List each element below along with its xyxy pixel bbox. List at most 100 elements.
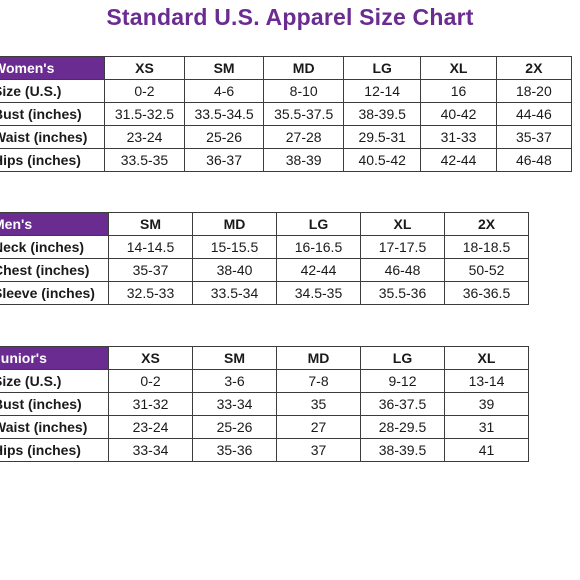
table-cell: 35-37 (108, 258, 193, 282)
table-cell: 8-10 (263, 79, 344, 103)
size-header: SM (183, 56, 265, 80)
table-cell: 17-17.5 (360, 235, 445, 259)
juniors-size-table: Junior'sXSSMMDLGXLSize (U.S.)0-23-67-89-… (0, 346, 529, 462)
category-label: Men's (0, 212, 109, 236)
table-cell: 25-26 (183, 125, 265, 149)
table-cell: 9-12 (360, 369, 445, 393)
table-cell: 18-20 (495, 79, 573, 103)
table-cell: 29.5-31 (342, 125, 422, 149)
table-cell: 41 (444, 438, 529, 462)
row-label: Neck (inches) (0, 235, 109, 259)
size-header: MD (263, 56, 344, 80)
category-label: Women's (0, 56, 106, 80)
table-cell: 33.5-35 (104, 148, 185, 172)
table-row: Waist (inches) 23-24 25-26 27 28-29.5 31 (0, 415, 529, 439)
table-cell: 28-29.5 (360, 415, 445, 439)
table-row: Bust (inches) 31-32 33-34 35 36-37.5 39 (0, 392, 529, 416)
table-cell: 0-2 (104, 79, 185, 103)
table-row: Chest (inches) 35-37 38-40 42-44 46-48 50-52 (0, 258, 529, 282)
row-label: Bust (inches) (0, 392, 109, 416)
table-cell: 4-6 (183, 79, 265, 103)
size-header: XL (444, 346, 529, 370)
table-cell: 50-52 (444, 258, 529, 282)
row-label: Waist (inches) (0, 415, 109, 439)
row-label: Sleeve (inches) (0, 281, 109, 305)
size-header: LG (276, 212, 361, 236)
table-cell: 38-39 (263, 148, 344, 172)
table-cell: 23-24 (104, 125, 185, 149)
table-cell: 16 (420, 79, 497, 103)
row-label: Size (U.S.) (0, 369, 109, 393)
table-cell: 14-14.5 (108, 235, 193, 259)
table-row: Waist (inches) 23-24 25-26 27-28 29.5-31 31-3… (0, 125, 573, 149)
page-title: Standard U.S. Apparel Size Chart (106, 4, 474, 30)
table-cell: 37 (276, 438, 361, 462)
size-header: XS (104, 56, 185, 80)
table-cell: 34.5-35 (276, 281, 361, 305)
womens-size-table: Women'sXSSMMDLGXL2XSize (U.S.)0-24-68-10… (0, 56, 573, 172)
table-row: Neck (inches) 14-14.5 15-15.5 16-16.5 17-17.… (0, 235, 529, 259)
table-cell: 46-48 (495, 148, 573, 172)
row-label: Bust (inches) (0, 102, 106, 126)
table-cell: 44-46 (495, 102, 573, 126)
table-cell: 31 (444, 415, 529, 439)
table-cell: 42-44 (420, 148, 497, 172)
table-cell: 16-16.5 (276, 235, 361, 259)
row-label: Hips (inches) (0, 148, 106, 172)
table-cell: 31.5-32.5 (104, 102, 185, 126)
table-cell: 31-33 (420, 125, 497, 149)
table-cell: 0-2 (108, 369, 193, 393)
row-label: Size (U.S.) (0, 79, 106, 103)
table-cell: 35-37 (495, 125, 573, 149)
table-cell: 39 (444, 392, 529, 416)
table-row: Hips (inches) 33.5-35 36-37 38-39 40.5-42 42-… (0, 148, 573, 172)
table-cell: 23-24 (108, 415, 193, 439)
size-header: LG (360, 346, 445, 370)
table-cell: 38-40 (192, 258, 277, 282)
row-label: Hips (inches) (0, 438, 109, 462)
table-cell: 36-37 (183, 148, 265, 172)
size-header: MD (276, 346, 361, 370)
table-cell: 32.5-33 (108, 281, 193, 305)
table-cell: 40.5-42 (342, 148, 422, 172)
size-header: SM (108, 212, 193, 236)
table-cell: 33-34 (192, 392, 277, 416)
table-cell: 33.5-34.5 (183, 102, 265, 126)
table-cell: 36-36.5 (444, 281, 529, 305)
table-cell: 46-48 (360, 258, 445, 282)
size-header: LG (342, 56, 422, 80)
table-cell: 38-39.5 (342, 102, 422, 126)
size-header: MD (192, 212, 277, 236)
size-header: 2X (444, 212, 529, 236)
row-label: Chest (inches) (0, 258, 109, 282)
table-cell: 38-39.5 (360, 438, 445, 462)
table-cell: 40-42 (420, 102, 497, 126)
table-cell: 27-28 (263, 125, 344, 149)
table-cell: 25-26 (192, 415, 277, 439)
table-cell: 35 (276, 392, 361, 416)
table-cell: 36-37.5 (360, 392, 445, 416)
table-cell: 12-14 (342, 79, 422, 103)
table-cell: 33-34 (108, 438, 193, 462)
table-cell: 31-32 (108, 392, 193, 416)
table-cell: 3-6 (192, 369, 277, 393)
size-header: 2X (495, 56, 573, 80)
category-label: Junior's (0, 346, 109, 370)
table-cell: 18-18.5 (444, 235, 529, 259)
table-cell: 35.5-37.5 (263, 102, 344, 126)
table-cell: 27 (276, 415, 361, 439)
size-header: XS (108, 346, 193, 370)
table-cell: 35.5-36 (360, 281, 445, 305)
table-row: Sleeve (inches) 32.5-33 33.5-34 34.5-35 35.5… (0, 281, 529, 305)
table-cell: 35-36 (192, 438, 277, 462)
size-header: SM (192, 346, 277, 370)
table-row: Hips (inches) 33-34 35-36 37 38-39.5 41 (0, 438, 529, 462)
size-header: XL (360, 212, 445, 236)
table-cell: 15-15.5 (192, 235, 277, 259)
